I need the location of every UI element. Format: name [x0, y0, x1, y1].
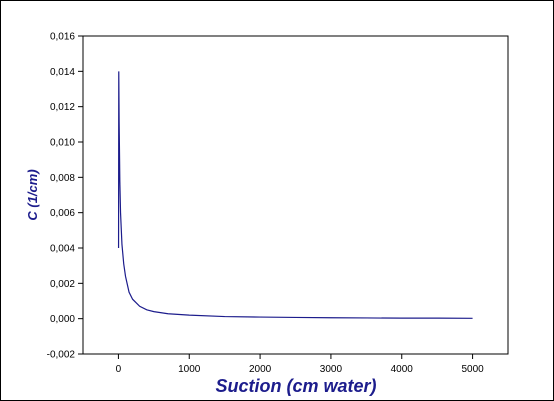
- y-tick-label: 0,012: [50, 102, 75, 113]
- y-tick-label: 0,004: [50, 244, 75, 255]
- x-tick-label: 2000: [249, 364, 272, 375]
- x-axis-title: Suction (cm water): [215, 376, 376, 396]
- plot-frame: [82, 35, 509, 355]
- y-tick-label: 0,000: [50, 314, 75, 325]
- y-axis-title: C (1/cm): [25, 169, 40, 220]
- y-tick-label: 0,008: [50, 173, 75, 184]
- x-tick-label: 4000: [391, 364, 414, 375]
- series-line: [117, 71, 473, 319]
- x-tick-label: 0: [116, 364, 122, 375]
- y-tick-label: 0,016: [50, 32, 75, 43]
- y-tick-label: -0,002: [47, 350, 76, 361]
- y-axis: -0,002 0,000 0,002 0,004 0,006 0,008 0,010 0,01…: [47, 32, 83, 361]
- x-tick-label: 1000: [178, 364, 201, 375]
- y-tick-label: 0,002: [50, 279, 75, 290]
- x-axis: 0 1000 2000 3000 4000 5000: [116, 354, 484, 375]
- x-tick-label: 3000: [320, 364, 343, 375]
- y-tick-label: 0,006: [50, 208, 75, 219]
- plot-area: -0,002 0,000 0,002 0,004 0,006 0,008 0,010 0,01…: [47, 32, 509, 375]
- y-tick-label: 0,014: [50, 67, 75, 78]
- y-tick-label: 0,010: [50, 138, 75, 149]
- x-tick-label: 5000: [461, 364, 484, 375]
